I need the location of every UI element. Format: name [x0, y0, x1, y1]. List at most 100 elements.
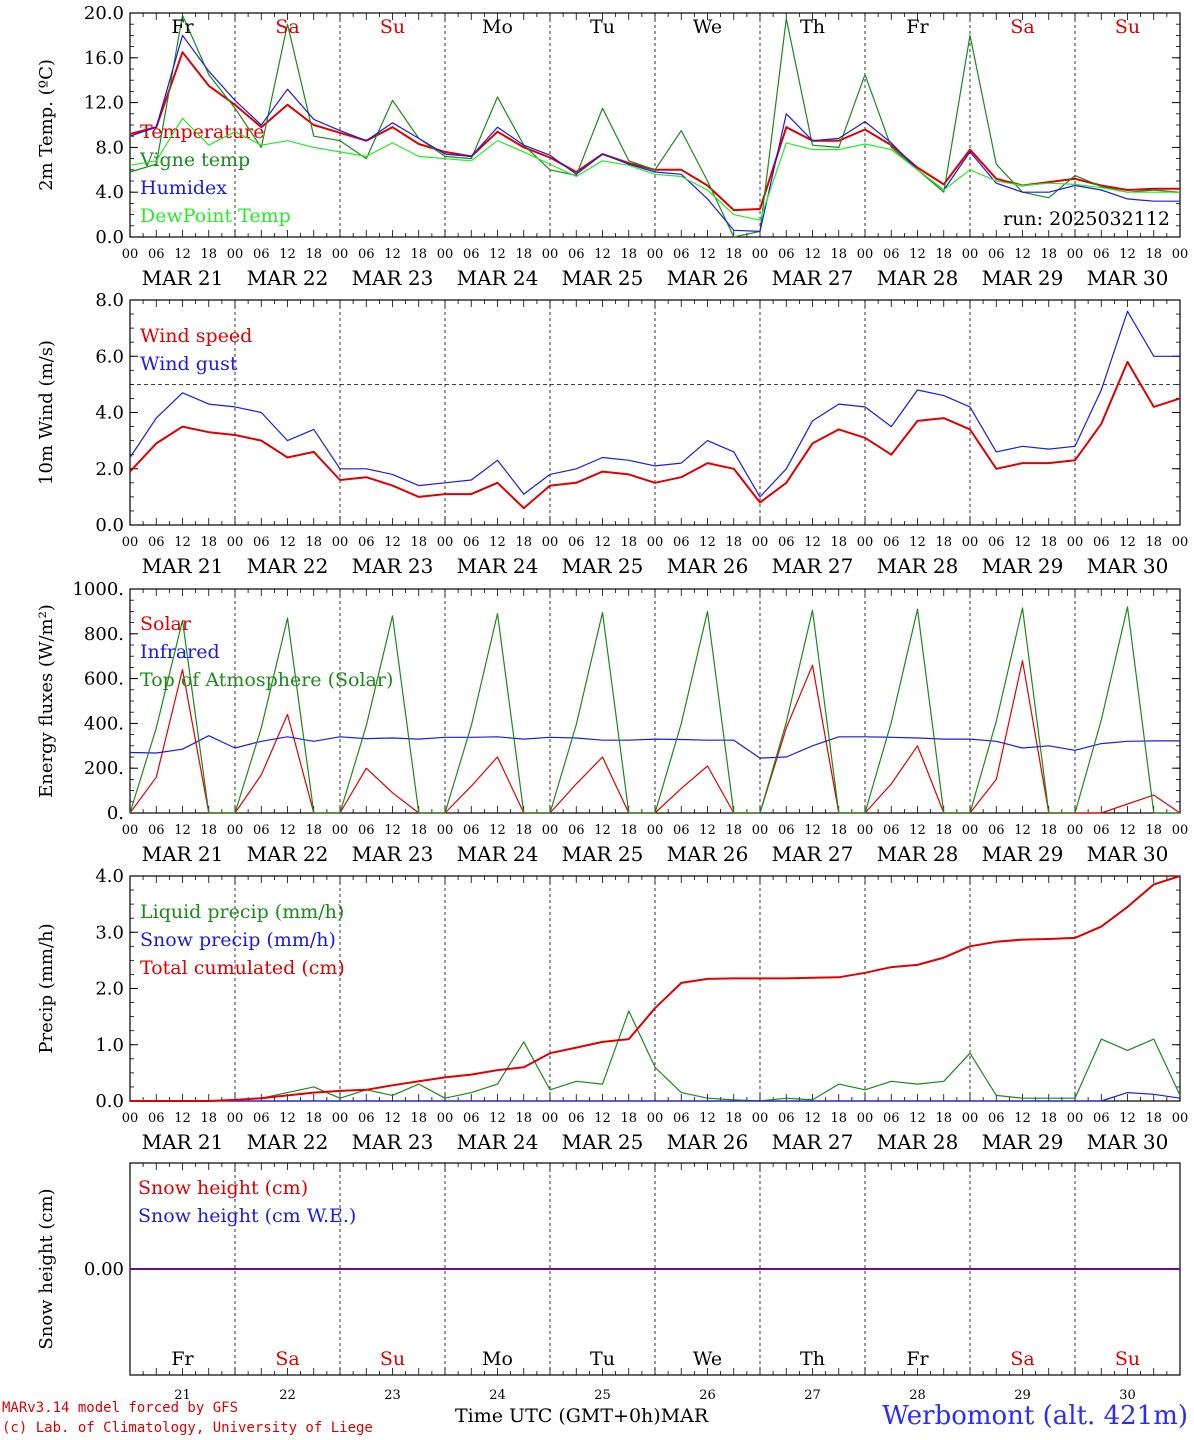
y-tick-label: 20.0: [84, 3, 124, 24]
hour-tick-label: 00: [647, 247, 664, 262]
hour-tick-label: 18: [1040, 823, 1057, 838]
hour-tick-label: 12: [279, 823, 296, 838]
hour-tick-label: 00: [1172, 1111, 1189, 1126]
hour-tick-label: 06: [253, 1111, 270, 1126]
date-label: MAR 29: [982, 1130, 1064, 1154]
hour-tick-label: 00: [542, 247, 559, 262]
hour-tick-label: 00: [332, 535, 349, 550]
time-axis-label: Time UTC (GMT+0h): [455, 1405, 661, 1427]
day-label: Tu: [590, 16, 615, 38]
hour-tick-label: 06: [463, 823, 480, 838]
hour-tick-label: 18: [200, 1111, 217, 1126]
hour-tick-label: 06: [1093, 1111, 1110, 1126]
date-label: MAR 26: [667, 1130, 749, 1154]
hour-tick-label: 00: [1067, 535, 1084, 550]
hour-tick-label: 00: [437, 247, 454, 262]
day-label: Su: [1115, 16, 1140, 38]
date-label: MAR 23: [352, 554, 434, 578]
hour-tick-label: 00: [227, 1111, 244, 1126]
plot-frame: [129, 588, 1181, 814]
date-label: MAR 22: [247, 1130, 329, 1154]
date-label: MAR 27: [772, 842, 854, 866]
date-label: MAR 23: [352, 266, 434, 290]
y-tick-label: 1000.: [72, 579, 124, 600]
day-label: Su: [380, 16, 405, 38]
hour-tick-label: 12: [804, 1111, 821, 1126]
panel-1: 0.04.08.012.016.020.02m Temp. (ºC) Temper…: [36, 3, 1188, 290]
hour-tick-label: 12: [1119, 823, 1136, 838]
hour-tick-label: 12: [279, 1111, 296, 1126]
day-label: Fr: [906, 16, 929, 38]
hour-tick-label: 06: [148, 823, 165, 838]
hour-tick-label: 18: [830, 535, 847, 550]
hour-tick-label: 18: [725, 535, 742, 550]
day-label: Mo: [482, 16, 513, 38]
date-label: MAR 26: [667, 842, 749, 866]
y-tick-label: 0.0: [95, 515, 124, 536]
day-label: Sa: [1010, 16, 1034, 38]
hour-tick-label: 18: [935, 1111, 952, 1126]
date-label: MAR 22: [247, 842, 329, 866]
y-axis-title: Snow height (cm): [36, 1188, 57, 1349]
hour-tick-label: 00: [647, 1111, 664, 1126]
hour-tick-label: 18: [725, 1111, 742, 1126]
hour-tick-label: 06: [778, 1111, 795, 1126]
hour-tick-label: 00: [752, 1111, 769, 1126]
hour-tick-label: 06: [148, 535, 165, 550]
hour-tick-label: 06: [463, 1111, 480, 1126]
run-annotation: run: 2025032112: [1003, 208, 1170, 230]
hour-tick-label: 00: [227, 535, 244, 550]
hour-tick-label: 12: [489, 1111, 506, 1126]
hour-tick-label: 18: [515, 535, 532, 550]
hour-tick-label: 12: [279, 247, 296, 262]
hour-tick-label: 06: [463, 247, 480, 262]
y-tick-label: 12.0: [84, 93, 124, 114]
hour-tick-label: 18: [620, 823, 637, 838]
hour-tick-label: 06: [778, 823, 795, 838]
hour-tick-label: 06: [253, 247, 270, 262]
hour-tick-label: 12: [804, 823, 821, 838]
y-tick-label: 400.: [84, 713, 124, 734]
date-label: MAR 26: [667, 266, 749, 290]
y-tick-label: 2.0: [95, 459, 124, 480]
hour-tick-label: 06: [253, 535, 270, 550]
hour-tick-label: 06: [673, 535, 690, 550]
panel-5: 0.00 Snow height (cm) Snow height (cm) Snow…: [36, 1162, 1181, 1403]
hour-tick-label: 18: [725, 247, 742, 262]
hour-tick-label: 00: [542, 1111, 559, 1126]
hour-tick-label: 06: [148, 1111, 165, 1126]
hour-tick-label: 18: [410, 247, 427, 262]
hour-tick-label: 18: [620, 1111, 637, 1126]
date-label: MAR 24: [457, 842, 539, 866]
date-label: MAR 30: [1087, 554, 1169, 578]
time-axis-month: MAR: [660, 1405, 709, 1427]
y-tick-label: 8.0: [95, 290, 124, 311]
date-label: MAR 27: [772, 1130, 854, 1154]
legend-entry: Wind gust: [140, 353, 238, 375]
y-tick-label: 3.0: [95, 922, 124, 943]
series-line: [129, 606, 1180, 814]
y-axis-title: Precip (mm/h): [36, 923, 57, 1053]
hour-tick-label: 12: [1014, 247, 1031, 262]
legend-entry: Top of Atmosphere (Solar): [140, 669, 393, 691]
day-label: Th: [800, 16, 825, 38]
y-axis-title: 10m Wind (m/s): [36, 340, 57, 485]
hour-tick-label: 00: [437, 1111, 454, 1126]
day-label: We: [693, 16, 722, 38]
hour-tick-label: 18: [830, 823, 847, 838]
credit-line-2: (c) Lab. of Climatology, University of L…: [2, 1420, 373, 1436]
date-number-label: 30: [1119, 1388, 1136, 1403]
date-label: MAR 21: [142, 1130, 224, 1154]
hour-tick-label: 12: [699, 823, 716, 838]
hour-tick-label: 18: [935, 535, 952, 550]
date-label: MAR 22: [247, 266, 329, 290]
hour-tick-label: 12: [594, 1111, 611, 1126]
date-label: MAR 30: [1087, 266, 1169, 290]
hour-tick-label: 12: [804, 535, 821, 550]
date-label: MAR 27: [772, 554, 854, 578]
legend-entry: DewPoint Temp: [140, 205, 291, 227]
hour-tick-label: 00: [962, 247, 979, 262]
day-label: Sa: [275, 1348, 299, 1370]
day-label: Fr: [171, 16, 194, 38]
